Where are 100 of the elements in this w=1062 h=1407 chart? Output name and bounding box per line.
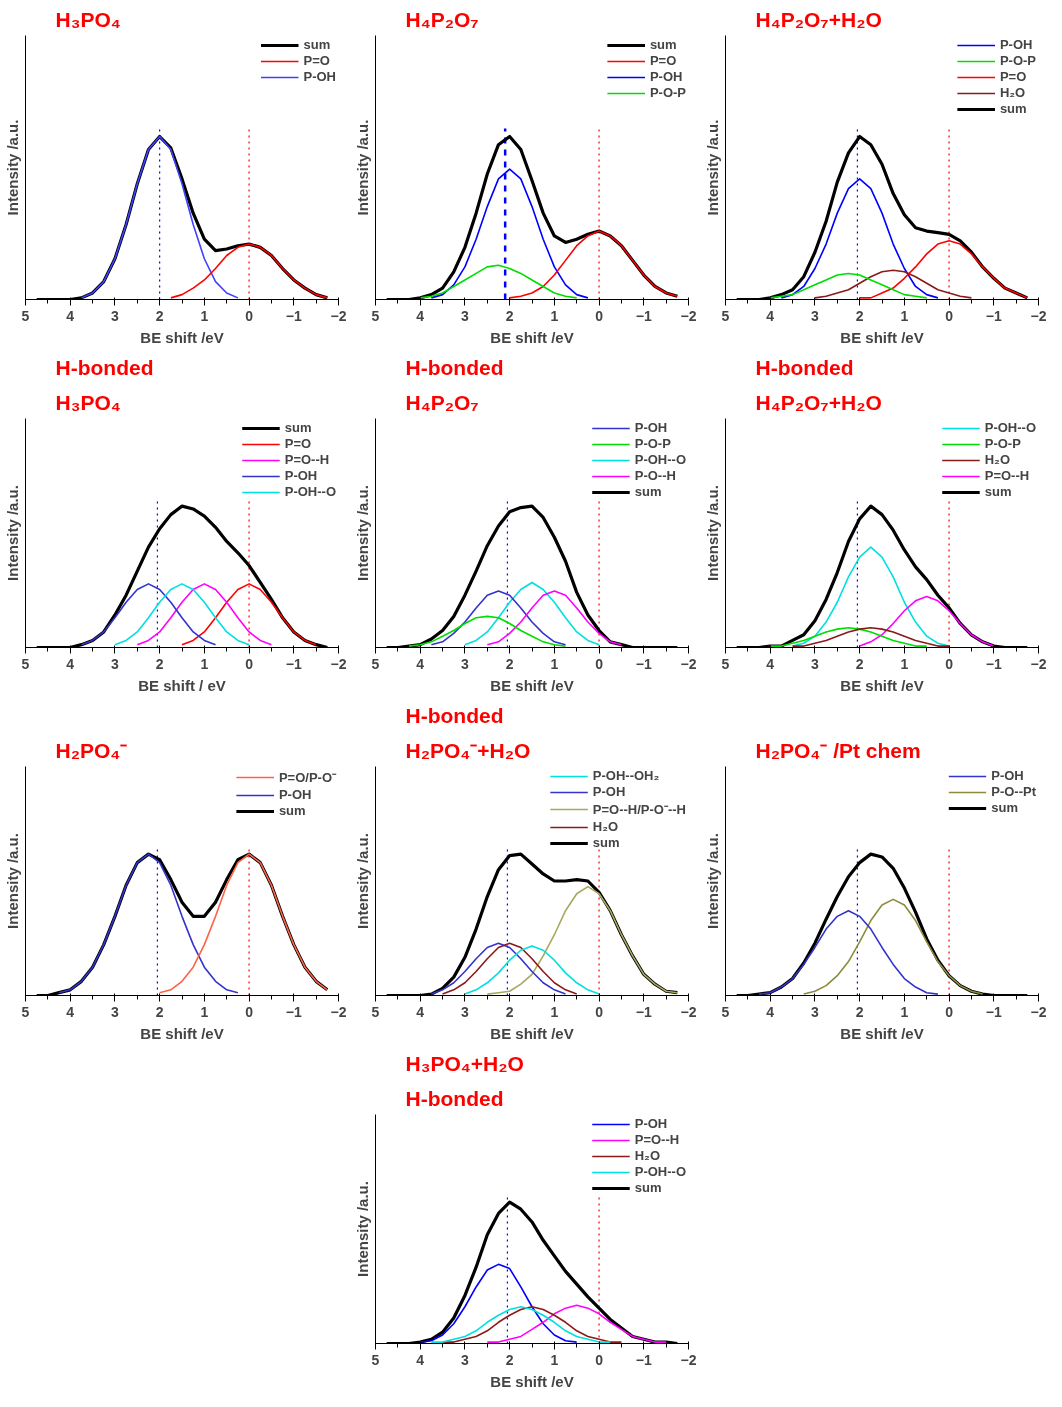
chart-title: H₄P₂O₇ [405, 7, 479, 31]
legend-label: P-OH--O [634, 1164, 686, 1179]
legend-label: sum [984, 484, 1012, 499]
x-tick-label: 3 [811, 1003, 820, 1020]
x-axis-title: BE shift /eV [490, 1024, 574, 1042]
x-tick-label: 2 [505, 1351, 514, 1368]
x-tick-label: 2 [505, 307, 514, 324]
x-tick-label: 5 [21, 655, 30, 672]
x-tick-label: 0 [945, 1003, 954, 1020]
x-tick-label: 2 [505, 655, 514, 672]
legend-label: P=O--H [284, 452, 330, 467]
x-axis-title: BE shift /eV [490, 1372, 574, 1390]
legend-label: sum [991, 800, 1018, 815]
x-tick-label: 4 [66, 655, 75, 672]
chart-title: H₃PO₄ [55, 7, 121, 31]
legend-label: P-OH [303, 69, 336, 84]
legend-label: sum [284, 420, 312, 435]
legend-label: P-O--H [634, 468, 676, 483]
x-tick-label: 3 [461, 1003, 470, 1020]
x-axis-title: BE shift /eV [140, 1024, 224, 1042]
x-tick-label: 2 [155, 655, 164, 672]
y-axis-title: Intensity /a.u. [703, 485, 721, 581]
chart-subtitle: H-bonded [405, 1086, 504, 1110]
legend-label: P-O--Pt [991, 784, 1036, 799]
x-tick-label: 2 [855, 1003, 864, 1020]
x-tick-label: 2 [155, 307, 164, 324]
chart-subtitle: H₄P₂O₇+H₂O [755, 390, 882, 414]
legend-label: P-OH [991, 768, 1024, 783]
legend-label: P-O-P [984, 436, 1021, 451]
legend-label: sum [303, 37, 331, 52]
x-tick-label: −1 [985, 307, 1002, 324]
legend-label: P-O-P [634, 436, 671, 451]
legend-label: P=O--H [634, 1132, 680, 1147]
x-tick-label: 1 [550, 1003, 559, 1020]
x-tick-label: −1 [635, 1351, 652, 1368]
x-tick-label: 3 [811, 307, 820, 324]
x-tick-label: 0 [945, 307, 954, 324]
x-tick-label: 4 [766, 1003, 775, 1020]
x-tick-label: −2 [330, 1003, 347, 1020]
x-tick-label: −1 [635, 655, 652, 672]
x-tick-label: 1 [200, 655, 209, 672]
x-tick-label: 1 [900, 1003, 909, 1020]
chart-title: H₄P₂O₇+H₂O [755, 7, 882, 31]
x-axis-title: BE shift /eV [490, 676, 574, 694]
x-tick-label: 3 [111, 1003, 120, 1020]
legend-label: P-OH [278, 787, 312, 802]
x-tick-label: 3 [461, 655, 470, 672]
x-tick-label: −2 [1030, 307, 1047, 324]
legend-label: sum [634, 1180, 662, 1195]
chart-subtitle: H₃PO₄ [55, 390, 121, 414]
y-axis-title: Intensity /a.u. [3, 485, 21, 581]
x-tick-label: 1 [550, 307, 559, 324]
y-axis-title: Intensity /a.u. [3, 833, 21, 929]
legend-label: P-OH--O [284, 484, 336, 499]
x-tick-label: 4 [416, 655, 425, 672]
x-tick-label: 0 [595, 307, 604, 324]
x-tick-label: −2 [680, 307, 697, 324]
y-axis-title: Intensity /a.u. [703, 833, 721, 929]
x-tick-label: −1 [985, 1003, 1002, 1020]
x-axis-title: BE shift / eV [138, 676, 226, 694]
y-axis-title: Intensity /a.u. [353, 833, 371, 929]
x-tick-label: 2 [505, 1003, 514, 1020]
x-tick-label: 4 [766, 655, 775, 672]
legend-label: sum [649, 37, 677, 52]
x-tick-label: 5 [371, 1351, 380, 1368]
x-axis-title: BE shift /eV [490, 328, 574, 346]
x-tick-label: 1 [550, 1351, 559, 1368]
legend-label: P-OH [284, 468, 318, 483]
x-tick-label: 1 [200, 1003, 209, 1020]
legend-label: P=O [649, 53, 677, 68]
chart-title: H-bonded [405, 703, 504, 727]
legend-label: P-OH [634, 1116, 668, 1131]
x-tick-label: 0 [245, 1003, 254, 1020]
legend-label: H₂O [999, 85, 1026, 100]
legend-label: sum [999, 101, 1027, 116]
x-tick-label: 5 [721, 1003, 730, 1020]
y-axis-title: Intensity /a.u. [703, 119, 721, 216]
legend-label: P-OH--O [634, 452, 686, 467]
x-tick-label: 4 [416, 1351, 425, 1368]
legend-label: sum [634, 484, 662, 499]
legend-label: P=O--H/P-O⁻--H [592, 801, 686, 818]
legend-label: P-OH [649, 69, 683, 84]
legend-label: P-O-P [649, 85, 686, 100]
y-axis-title: Intensity /a.u. [353, 1181, 371, 1277]
x-tick-label: 1 [550, 655, 559, 672]
x-tick-label: −1 [985, 655, 1002, 672]
x-tick-label: 4 [766, 307, 775, 324]
legend-label: H₂O [592, 819, 619, 834]
x-tick-label: −1 [635, 307, 652, 324]
x-tick-label: 3 [811, 655, 820, 672]
x-tick-label: 2 [855, 307, 864, 324]
x-axis-title: BE shift /eV [840, 328, 924, 346]
chart-title: H-bonded [55, 355, 154, 379]
x-axis-title: BE shift /eV [840, 1024, 924, 1042]
y-axis-title: Intensity /a.u. [353, 119, 371, 216]
x-tick-label: 0 [595, 655, 604, 672]
x-tick-label: 5 [721, 655, 730, 672]
x-tick-label: 0 [595, 1003, 604, 1020]
legend-label: P-OH [999, 37, 1033, 52]
legend-label: H₂O [634, 1148, 660, 1163]
